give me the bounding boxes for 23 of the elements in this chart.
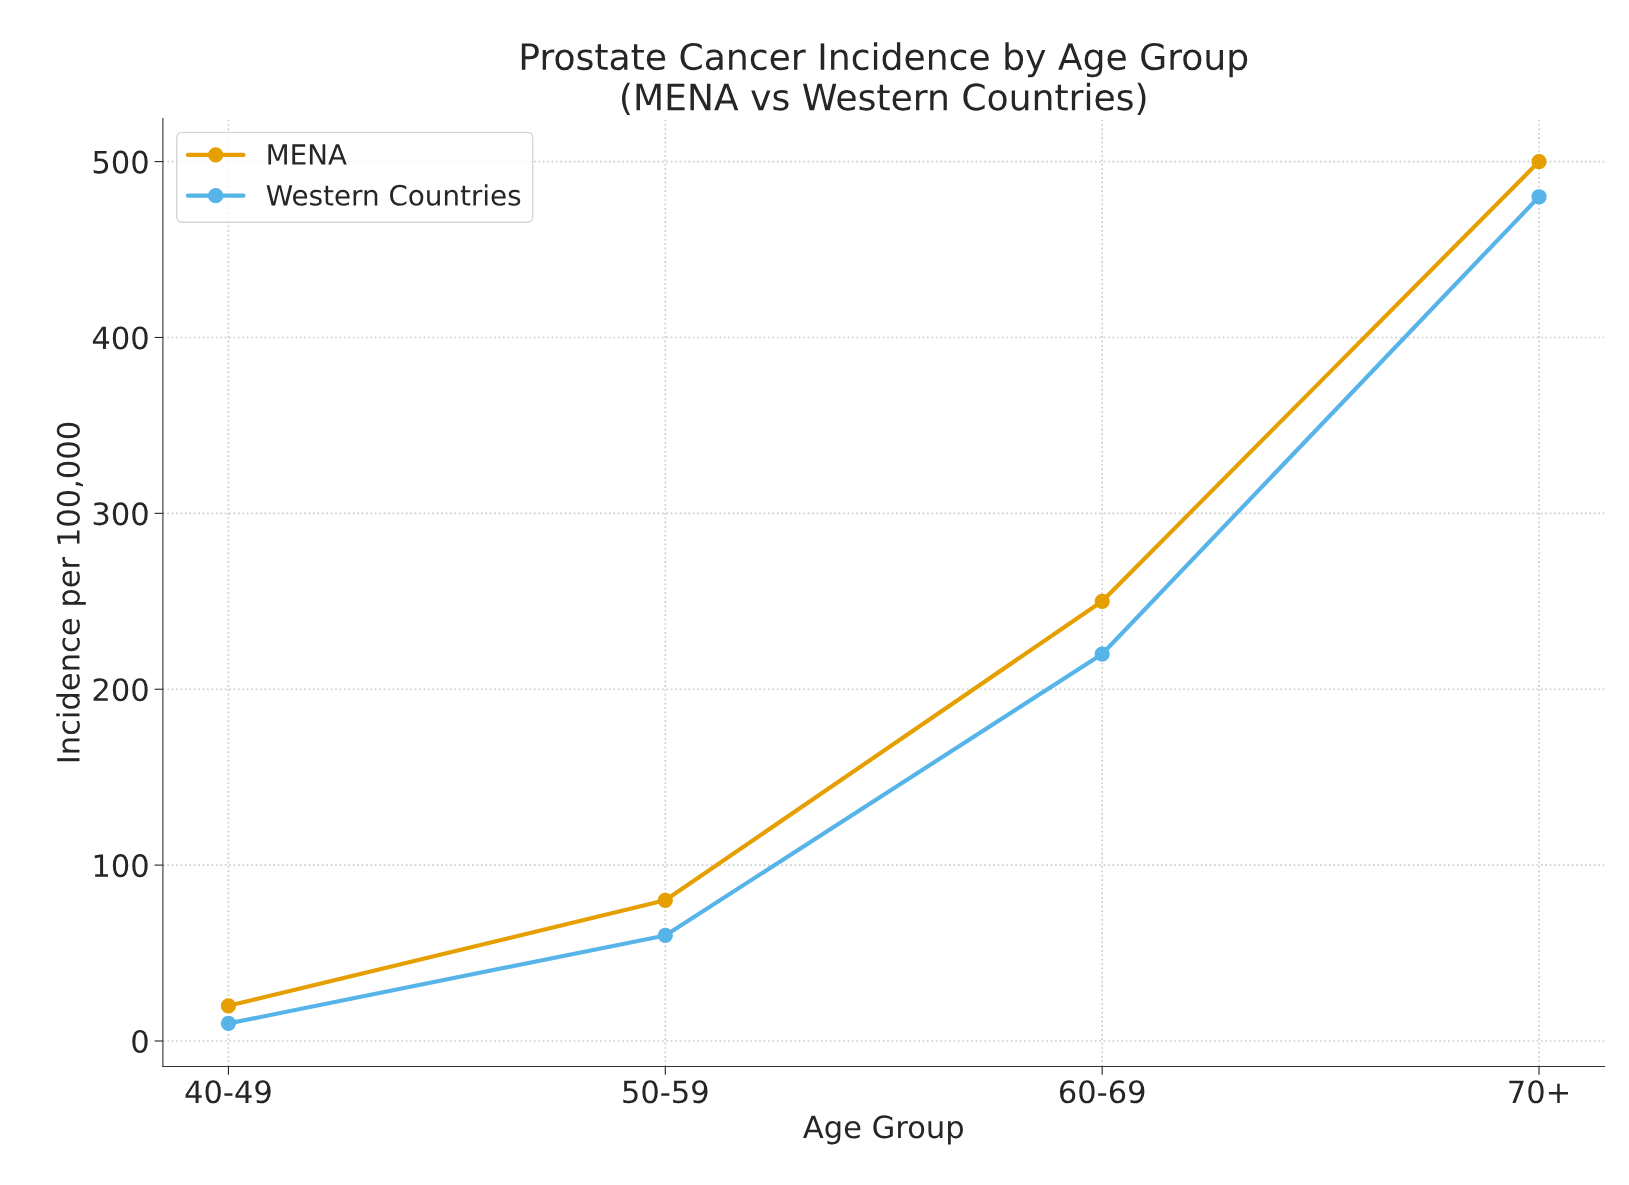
x-tick-label: 40-49 bbox=[185, 1080, 271, 1104]
y-tick-label: 300 bbox=[93, 502, 148, 526]
legend-label: MENA bbox=[268, 144, 347, 165]
point bbox=[220, 1015, 237, 1032]
y-tick-label: 400 bbox=[92, 326, 148, 350]
point bbox=[220, 998, 237, 1014]
y-tick-label: 0 bbox=[132, 1029, 148, 1054]
y-tick-label: 500 bbox=[93, 150, 148, 174]
point bbox=[1094, 646, 1110, 662]
chart-title: Prostate Cancer Incidence by Age Group (MENA vs Western Countries) bbox=[521, 42, 1248, 115]
y-axis-title: Incidence per 100,000 bbox=[56, 422, 86, 762]
y-tick-label: 200 bbox=[93, 678, 148, 702]
x-tick-label: 50-59 bbox=[623, 1080, 708, 1104]
point bbox=[657, 892, 673, 908]
point bbox=[1531, 189, 1547, 205]
y-tick-label: 100 bbox=[94, 854, 148, 878]
point bbox=[1094, 593, 1110, 609]
x-axis-title: Age Group bbox=[803, 1115, 963, 1145]
x-tick-label: 60-69 bbox=[1059, 1080, 1145, 1104]
point bbox=[657, 927, 673, 944]
point bbox=[1531, 153, 1547, 170]
legend-label: Western Countries bbox=[266, 184, 521, 206]
x-tick-label: 70+ bbox=[1509, 1080, 1569, 1104]
